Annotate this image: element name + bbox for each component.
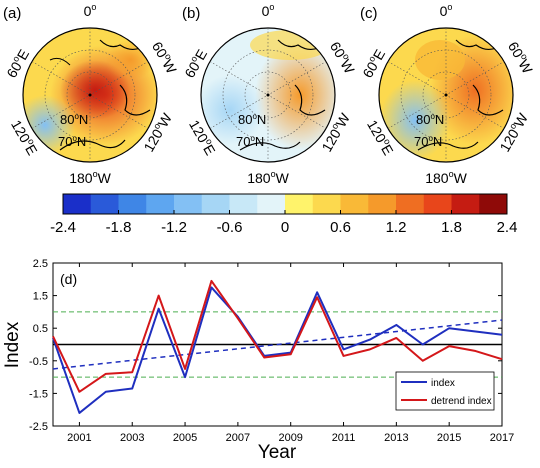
map-a-lon-0: 0o — [84, 2, 97, 19]
series-line-detrend-index — [52, 279, 503, 393]
colorbar-swatch — [285, 194, 314, 214]
colorbar-tick-label: -1.8 — [106, 219, 132, 236]
map-c-lat-70: 70oN — [414, 134, 442, 149]
colorbar-tick-label: 0.6 — [330, 219, 351, 236]
y-tick-label: -2.5 — [29, 421, 48, 433]
map-b-lat-70: 70oN — [236, 134, 264, 149]
x-tick-label: 2003 — [120, 432, 144, 444]
colorbar-swatch — [396, 194, 425, 214]
colorbar-swatch — [174, 194, 203, 214]
colorbar-swatch — [257, 194, 286, 214]
colorbar-swatch — [451, 194, 480, 214]
colorbar: -2.4 -1.8 -1.2 -0.6 0 0.6 1.2 1.8 2.4 — [50, 193, 518, 236]
map-b-lat-80: 80oN — [238, 112, 266, 127]
legend-label-detrend: detrend index — [431, 396, 492, 407]
map-b-lon-0: 0o — [262, 2, 275, 19]
x-tick-label: 2007 — [226, 432, 250, 444]
y-tick-label: -0.5 — [29, 356, 48, 368]
map-b-lon-180w: 180oW — [247, 169, 289, 186]
map-a-lat-70: 70oN — [58, 134, 86, 149]
colorbar-swatch — [368, 194, 397, 214]
map-c-lon-0: 0o — [440, 2, 453, 19]
map-c: (c) 0o 60oE 60oW 120oE 120oW 180oW 80oN … — [359, 2, 537, 186]
legend: index detrend index — [395, 371, 495, 411]
x-tick-label: 2015 — [437, 432, 461, 444]
map-b: (b) 0o 60oE 60oW 120oE 120oW 180oW 80oN … — [181, 2, 359, 186]
colorbar-swatch — [118, 194, 147, 214]
colorbar-swatch — [479, 194, 508, 214]
colorbar-swatch — [90, 194, 119, 214]
map-b-lon-60w: 60oW — [327, 38, 359, 76]
y-tick-label: 0.5 — [33, 323, 48, 335]
map-a-lon-180w: 180oW — [69, 169, 111, 186]
map-c-lon-60w: 60oW — [505, 38, 537, 76]
trend-line — [52, 319, 503, 370]
colorbar-tick-label: 1.8 — [441, 219, 462, 236]
x-tick-label: 2009 — [278, 432, 302, 444]
map-a: (a) 0o 60oE 60oW 120oE 120oW 180oW 80oN … — [3, 2, 181, 186]
y-axis-label: Index — [2, 321, 23, 368]
colorbar-tick-label: 0 — [281, 219, 289, 236]
x-tick-label: 2011 — [332, 432, 356, 444]
colorbar-swatch — [201, 194, 230, 214]
colorbar-tick-label: -2.4 — [50, 219, 76, 236]
series-line-index — [52, 286, 503, 414]
map-c-lon-180w: 180oW — [425, 169, 467, 186]
map-a-lat-80: 80oN — [60, 112, 88, 127]
colorbar-swatch — [63, 194, 92, 214]
map-b-label: (b) — [182, 5, 200, 22]
x-tick-label: 2013 — [384, 432, 408, 444]
y-tick-label: 2.5 — [33, 258, 48, 270]
colorbar-swatch — [146, 194, 175, 214]
index-chart: -2.5 -1.5 -0.5 0.5 1.5 2.5 2001 2003 2005 2007 20… — [2, 258, 514, 463]
colorbar-swatch — [312, 194, 341, 214]
y-tick-label: 1.5 — [33, 291, 48, 303]
x-tick-label: 2005 — [173, 432, 197, 444]
colorbar-tick-label: 2.4 — [497, 219, 518, 236]
legend-label-index: index — [431, 378, 455, 389]
x-tick-label: 2001 — [67, 432, 91, 444]
colorbar-tick-label: -0.6 — [217, 219, 243, 236]
colorbar-tick-label: 1.2 — [386, 219, 407, 236]
map-c-lat-80: 80oN — [416, 112, 444, 127]
colorbar-swatch — [340, 194, 369, 214]
panel-label-d: (d) — [60, 271, 77, 287]
map-a-label: (a) — [3, 5, 21, 22]
colorbar-swatch — [229, 194, 258, 214]
colorbar-tick-label: -1.2 — [161, 219, 187, 236]
x-axis-label: Year — [258, 442, 297, 463]
y-tick-label: -1.5 — [29, 388, 48, 400]
map-c-label: (c) — [360, 5, 378, 22]
map-a-lon-60w: 60oW — [149, 38, 181, 76]
x-tick-label: 2017 — [490, 432, 514, 444]
colorbar-swatch — [423, 194, 452, 214]
